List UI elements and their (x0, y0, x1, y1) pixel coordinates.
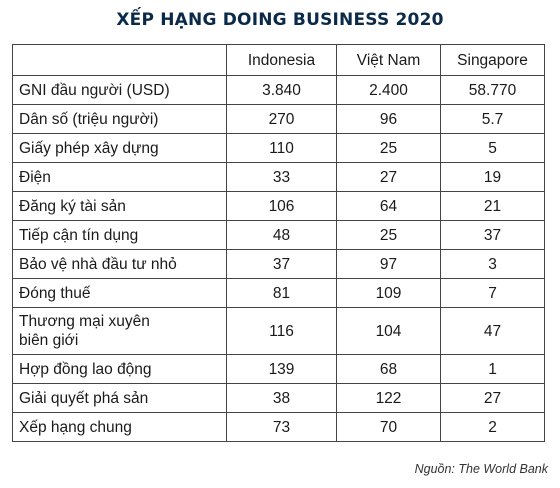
value-cell: 38 (226, 383, 337, 413)
row-label: Xếp hạng chung (12, 412, 227, 442)
value-cell: 33 (226, 162, 337, 192)
value-cell: 2.400 (336, 75, 441, 105)
row-label: Bảo vệ nhà đầu tư nhỏ (12, 249, 227, 279)
value-cell: 5.7 (440, 104, 545, 134)
header-cell-singapore: Singapore (440, 44, 545, 76)
value-cell: 104 (336, 307, 441, 355)
value-cell: 81 (226, 278, 337, 308)
value-cell: 25 (336, 220, 441, 250)
value-cell: 106 (226, 191, 337, 221)
value-cell: 73 (226, 412, 337, 442)
value-cell: 70 (336, 412, 441, 442)
value-cell: 110 (226, 133, 337, 163)
table-row: Đăng ký tài sản 106 64 21 (12, 191, 545, 221)
table-row: GNI đầu người (USD) 3.840 2.400 58.770 (12, 75, 545, 105)
value-cell: 27 (336, 162, 441, 192)
table-row: Giấy phép xây dựng 110 25 5 (12, 133, 545, 163)
value-cell: 2 (440, 412, 545, 442)
header-cell-vietnam: Việt Nam (336, 44, 441, 76)
header-cell-label (12, 44, 227, 76)
row-label: Đăng ký tài sản (12, 191, 227, 221)
row-label: Đóng thuế (12, 278, 227, 308)
value-cell: 3 (440, 249, 545, 279)
row-label: Hợp đồng lao động (12, 354, 227, 384)
value-cell: 37 (226, 249, 337, 279)
value-cell: 19 (440, 162, 545, 192)
value-cell: 3.840 (226, 75, 337, 105)
value-cell: 109 (336, 278, 441, 308)
value-cell: 68 (336, 354, 441, 384)
table-title: XẾP HẠNG DOING BUSINESS 2020 (116, 10, 444, 30)
value-cell: 37 (440, 220, 545, 250)
value-cell: 21 (440, 191, 545, 221)
table-row: Bảo vệ nhà đầu tư nhỏ 37 97 3 (12, 249, 545, 279)
value-cell: 25 (336, 133, 441, 163)
table-row: Điện 33 27 19 (12, 162, 545, 192)
value-cell: 64 (336, 191, 441, 221)
header-cell-indonesia: Indonesia (226, 44, 337, 76)
header-row: Indonesia Việt Nam Singapore (12, 44, 545, 76)
row-label: Thương mại xuyên biên giới (12, 307, 227, 355)
value-cell: 7 (440, 278, 545, 308)
table-row: Giải quyết phá sản 38 122 27 (12, 383, 545, 413)
value-cell: 97 (336, 249, 441, 279)
table-row: Tiếp cận tín dụng 48 25 37 (12, 220, 545, 250)
table-row: Đóng thuế 81 109 7 (12, 278, 545, 308)
value-cell: 27 (440, 383, 545, 413)
ranking-table: Indonesia Việt Nam Singapore GNI đầu ngư… (12, 44, 545, 442)
row-label: GNI đầu người (USD) (12, 75, 227, 105)
row-label: Tiếp cận tín dụng (12, 220, 227, 250)
table-row: Thương mại xuyên biên giới 116 104 47 (12, 307, 545, 355)
row-label: Giấy phép xây dựng (12, 133, 227, 163)
row-label: Giải quyết phá sản (12, 383, 227, 413)
value-cell: 270 (226, 104, 337, 134)
row-label: Điện (12, 162, 227, 192)
table-row: Dân số (triệu người) 270 96 5.7 (12, 104, 545, 134)
value-cell: 96 (336, 104, 441, 134)
value-cell: 122 (336, 383, 441, 413)
source-note: Nguồn: The World Bank (414, 462, 548, 476)
row-label: Dân số (triệu người) (12, 104, 227, 134)
value-cell: 48 (226, 220, 337, 250)
value-cell: 1 (440, 354, 545, 384)
table-row: Xếp hạng chung 73 70 2 (12, 412, 545, 442)
value-cell: 116 (226, 307, 337, 355)
table-row: Hợp đồng lao động 139 68 1 (12, 354, 545, 384)
value-cell: 5 (440, 133, 545, 163)
value-cell: 47 (440, 307, 545, 355)
table-body: GNI đầu người (USD) 3.840 2.400 58.770 Dân s… (12, 75, 545, 442)
value-cell: 139 (226, 354, 337, 384)
value-cell: 58.770 (440, 75, 545, 105)
